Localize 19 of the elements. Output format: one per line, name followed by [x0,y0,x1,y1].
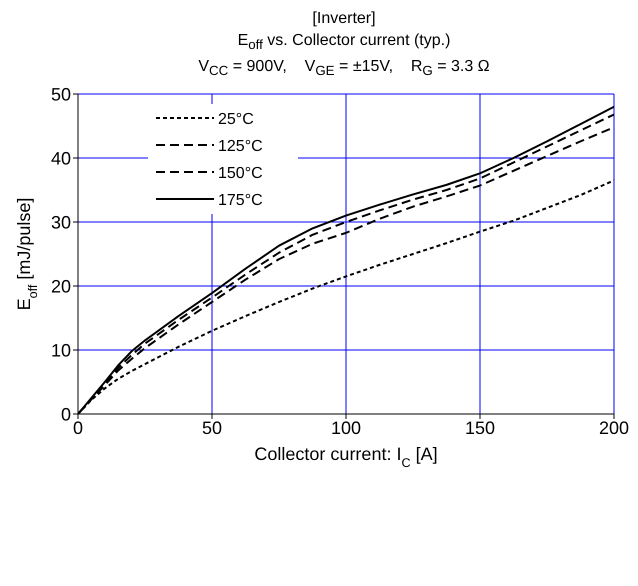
y-tick-label: 0 [60,404,71,425]
chart-title: [Inverter] [311,9,377,29]
x-tick-label: 0 [72,418,84,438]
x-tick-label: 50 [202,418,222,438]
y-tick-label: 10 [50,340,71,361]
chart-subtitle: E$_{off}$ vs. Collector current (typ.) [236,31,452,54]
x-tick-label: 100 [330,418,362,438]
y-tick-label: 40 [50,148,71,169]
legend-label: 25°C [218,111,254,128]
legend-label: 175°C [218,192,263,210]
x-tick-label: 200 [598,418,630,438]
y-tick-label: 30 [50,212,71,233]
text: V$_{CC}$ = 900V, V$_{GE}$ = ±15V, R$_{G}$ = 3.3 Ω [197,57,491,80]
x-tick-label: 150 [464,418,496,438]
y-tick-label: 50 [50,84,71,105]
y-tick-label: 20 [50,276,71,297]
legend-label: 125°C [218,138,263,156]
legend-label: 150°C [218,165,263,182]
x-axis-title: Collector current: I$_{C}$ [A] [254,444,438,470]
